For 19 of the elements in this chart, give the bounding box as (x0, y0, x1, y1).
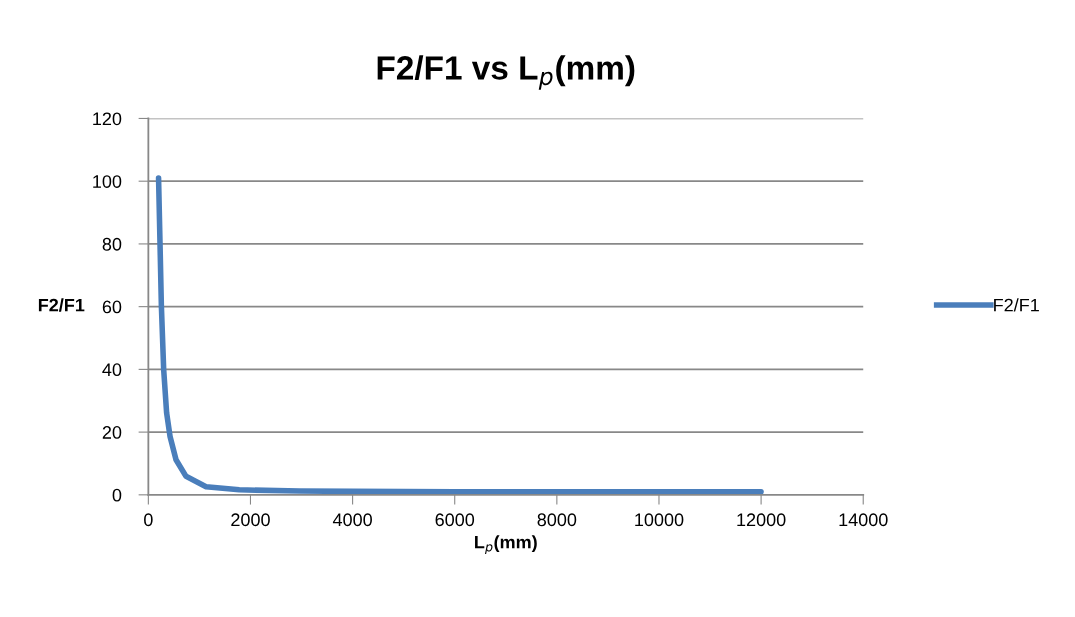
y-tick-label: 0 (112, 488, 122, 502)
x-tick-label: 0 (144, 513, 153, 527)
y-tick-label: 120 (93, 112, 122, 126)
y-axis-title: F2/F1 (38, 298, 85, 312)
legend-label: F2/F1 (994, 298, 1039, 312)
y-tick-label: 40 (102, 363, 122, 377)
x-tick-label: 10000 (635, 513, 684, 527)
x-tick-label: 4000 (332, 513, 372, 527)
y-tick-label: 60 (102, 300, 122, 314)
chart-title: F2/F1 vs L$_{p}$(mm) (377, 55, 635, 90)
x-tick-label: 2000 (231, 513, 270, 527)
y-tick-label: 80 (102, 237, 122, 251)
x-axis-title: L$_{p}$(mm) (475, 535, 537, 554)
x-tick-label: 14000 (839, 513, 888, 527)
x-tick-label: 8000 (537, 513, 577, 527)
x-tick-label: 12000 (737, 513, 786, 527)
y-tick-label: 100 (93, 175, 122, 188)
x-tick-label: 6000 (435, 513, 475, 527)
y-tick-label: 20 (102, 426, 122, 439)
